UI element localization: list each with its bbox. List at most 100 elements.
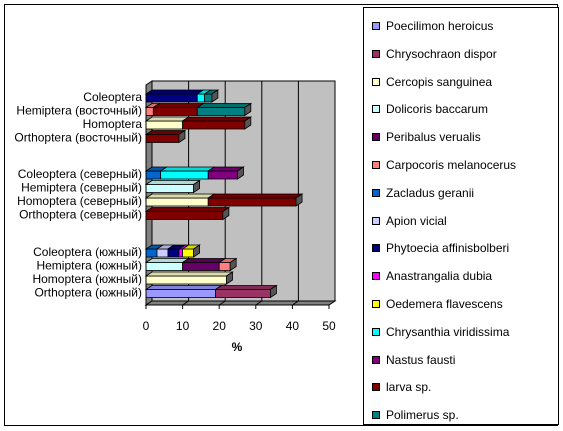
bar-top [181,258,227,263]
bar-end-0 [211,89,219,103]
legend-swatch [372,300,380,308]
bar-top [144,258,190,263]
category-label-5: Hemiptera (северный) [21,181,142,195]
legend-label: Carpocoris melanocerus [386,158,517,172]
axes [145,85,330,309]
bar-end-2 [244,116,252,130]
bar-end-10 [226,271,233,285]
bar-front [145,170,162,180]
bar-larva-sp-2 [181,116,253,130]
bar-end-6 [295,193,303,207]
bar-front [145,262,183,271]
legend-label: Apion vicial [386,213,447,228]
gridline-floor [182,300,189,306]
bar-top [181,116,253,122]
bar-top [144,180,201,185]
x-tick-label: 40 [286,319,300,333]
legend-swatch [372,244,380,253]
legend-item-oedemera-flavescens: Oedemera flavescens [372,296,503,312]
legend-label: Phytoecia affinisbolberi [386,241,510,256]
bar-end-8 [193,244,200,258]
bar-front [145,120,183,130]
bar-front [145,184,194,193]
bar-larva-sp-6 [206,193,304,207]
x-tick-label: 10 [176,319,190,333]
bar-top [206,193,304,199]
bar-front [156,248,169,258]
bar-front [182,262,220,271]
x-tick-labels: 0 10 20 30 40 50 [143,319,336,333]
bar-poecilimon-heroicus-11 [144,285,223,298]
gridline-floor [255,300,263,306]
legend-item-chrysanthia-viridissima: Chrysanthia viridissima [372,324,509,340]
bar-front [196,93,205,103]
category-label-6: Homoptera (северный) [17,194,142,208]
category-label-11: Orthoptera (южный) [34,286,142,300]
bar-front [207,170,238,180]
legend-swatch [372,272,380,281]
legend-label: Oedemera flavescens [386,297,503,311]
bar-top [144,207,231,212]
bar-top [144,285,223,290]
bar-dolicoris-baccarum-5 [144,180,201,193]
category-label-1: Hemiptera (восточный) [16,104,142,118]
x-tick-label: 0 [143,319,150,333]
legend-swatch [372,383,380,392]
legend-label: Nastus fausti [386,352,456,367]
legend-item-carpocoris-melanocerus: Carpocoris melanocerus [372,157,516,173]
bar-top [195,103,253,108]
bar-larva-sp-1 [151,103,205,116]
x-tick-label: 20 [213,319,227,333]
bar-cercopis-sanguinea-6 [144,193,216,207]
legend-item-polimerus-sp: Polimerus sp. [372,407,459,423]
bar-end-9 [229,257,237,272]
category-label-8: Coleoptera (южный) [33,245,142,259]
legend-item-apion-vicial: Apion vicial [372,213,447,229]
bar-chrysanthia-viridissima-4 [159,166,216,180]
legend-label: Chrysochraon dispor [386,46,497,61]
chart-frame: Coleoptera Hemiptera (восточный) Homoptera… [4,4,559,426]
legend-label: Anastrangalia dubia [386,269,493,284]
legend-item-nastus-fausti: Nastus fausti [372,352,455,368]
bar-front [145,211,224,220]
bar-cercopis-sanguinea-10 [144,271,234,285]
legend-swatch [372,105,380,114]
legend-label: Dolicoris baccarum [386,102,489,117]
bar-top [144,271,234,277]
bar-end-7 [222,206,230,221]
bar-front [145,107,154,116]
bars [144,89,304,299]
bar-front [196,107,246,116]
legend-swatch [372,77,380,86]
legend-item-cercopis-sanguinea: Cercopis sanguinea [372,74,492,90]
bar-front [145,93,198,103]
legend-label: Poecilimon heroicus [386,19,494,33]
legend-label: larva sp. [386,380,432,395]
legend-swatch [372,327,380,336]
bar-front [218,262,231,271]
bar-end-3 [178,129,186,144]
legend-item-chrysochraon-dispor: Chrysochraon dispor [372,46,497,62]
legend-swatch [372,355,380,364]
bar-polimerus-sp-1 [195,103,253,116]
legend-swatch [372,188,380,197]
bar-front [207,197,297,207]
legend-swatch [372,22,380,30]
legend-item-phytoecia-affinisbolberi: Phytoecia affinisbolberi [372,240,509,256]
legend-label: Polimerus sp. [386,408,459,423]
x-tick-label: 30 [249,319,263,333]
bar-front [182,248,194,258]
bar-end-11 [270,284,277,299]
legend-label: Zacladus geranii [386,185,475,200]
category-label-10: Homoptera (южный) [32,272,142,286]
legend-item-poecilimon-heroicus: Poecilimon heroicus [372,18,493,34]
legend-swatch [372,216,380,225]
bar-end-4 [237,166,244,180]
bar-top [144,116,190,122]
bar-top [214,285,278,290]
legend-item-anastrangalia-dubia: Anastrangalia dubia [372,268,492,284]
bar-front [145,289,216,298]
bar-front [178,248,184,258]
legend-label: Peribalus verualis [386,130,481,145]
